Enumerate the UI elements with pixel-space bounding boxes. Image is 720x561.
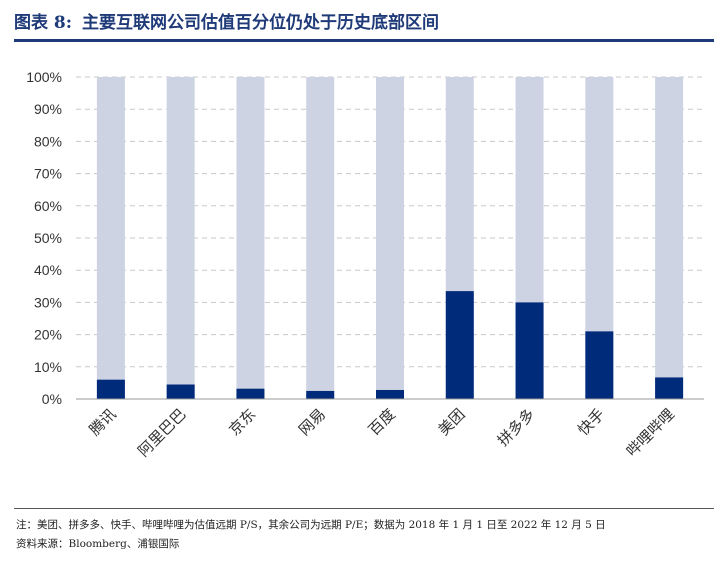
- source-note: 资料来源：Bloomberg、浦银国际: [16, 538, 180, 550]
- y-tick-label: 40%: [34, 262, 62, 278]
- footnote: 注：美团、拼多多、快手、哔哩哔哩为估值远期 P/S，其余公司为远期 P/E；数据…: [16, 519, 606, 531]
- chart-area: 0% 10% 20% 30% 40% 50% 60% 70% 80% 90% 100% 腾讯 阿里巴巴 京…: [0, 52, 720, 482]
- x-tick-label: 百度: [365, 405, 399, 439]
- bar-background: [96, 77, 125, 399]
- x-tick-label: 美团: [435, 405, 469, 439]
- figure-title: 图表 8: 主要互联网公司估值百分位仍处于历史底部区间: [14, 8, 439, 33]
- bar-background: [376, 77, 404, 399]
- x-tick-label: 京东: [225, 405, 259, 439]
- footer-rule: [14, 508, 714, 509]
- title-rule: [14, 39, 714, 42]
- bar-background: [236, 77, 265, 399]
- bar-chart: 0% 10% 20% 30% 40% 50% 60% 70% 80% 90% 100% 腾讯 阿里巴巴 京…: [26, 69, 704, 460]
- bar-background: [655, 77, 684, 399]
- bar: [515, 302, 544, 399]
- y-tick-label: 30%: [34, 294, 62, 310]
- x-tick-label: 快手: [574, 405, 608, 439]
- y-tick-label: 90%: [34, 101, 62, 117]
- figure-header: 图表 8: 主要互联网公司估值百分位仍处于历史底部区间: [0, 0, 720, 42]
- x-tick-label: 哔哩哔哩: [623, 405, 678, 460]
- y-tick-label: 80%: [34, 133, 62, 149]
- bar: [585, 331, 614, 399]
- figure-label: 图表 8:: [14, 13, 73, 33]
- figure-title-text: 主要互联网公司估值百分位仍处于历史底部区间: [82, 13, 440, 33]
- bar: [445, 291, 474, 399]
- y-tick-label: 0%: [42, 391, 62, 407]
- bar-background: [166, 77, 195, 399]
- x-tick-label: 阿里巴巴: [134, 405, 189, 460]
- y-tick-label: 10%: [34, 359, 62, 375]
- x-tick-label: 拼多多: [494, 405, 539, 450]
- y-tick-label: 20%: [34, 327, 62, 343]
- bar: [376, 389, 404, 399]
- x-tick-label: 腾讯: [86, 405, 120, 439]
- bar: [96, 379, 125, 399]
- bar: [166, 384, 195, 399]
- footer-notes: 注：美团、拼多多、快手、哔哩哔哩为估值远期 P/S，其余公司为远期 P/E；数据…: [16, 516, 716, 554]
- y-tick-label: 70%: [34, 166, 62, 182]
- y-tick-label: 100%: [26, 69, 62, 85]
- bar: [655, 377, 684, 399]
- x-tick-label: 网易: [295, 405, 329, 439]
- bar: [236, 388, 265, 399]
- y-tick-label: 60%: [34, 198, 62, 214]
- y-tick-label: 50%: [34, 230, 62, 246]
- bar: [306, 390, 335, 399]
- bar-background: [306, 77, 335, 399]
